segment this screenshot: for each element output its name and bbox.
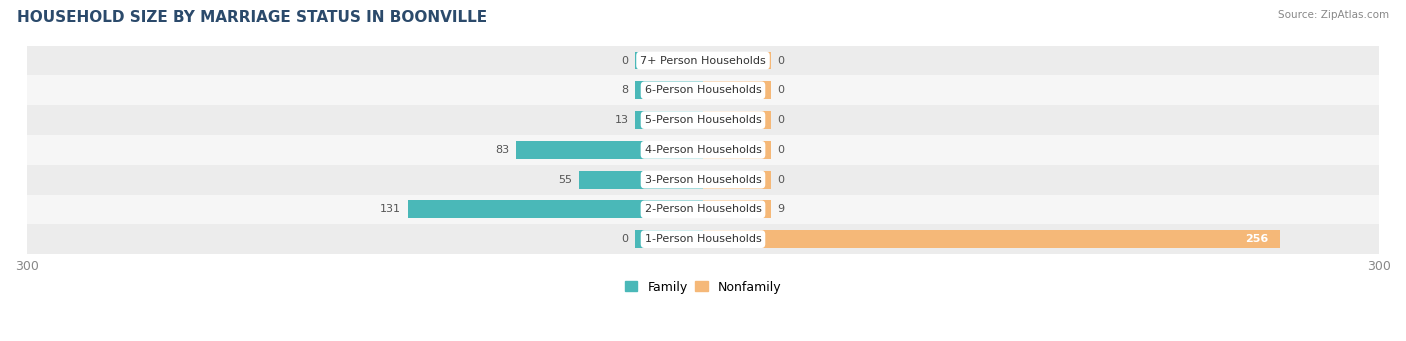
Bar	[27, 75, 1379, 105]
Bar	[516, 141, 703, 159]
Text: 256: 256	[1246, 234, 1268, 244]
Bar	[579, 171, 703, 189]
Bar	[27, 165, 1379, 194]
Bar	[27, 135, 1379, 165]
Text: 9: 9	[778, 204, 785, 214]
Text: 7+ Person Households: 7+ Person Households	[640, 56, 766, 65]
Bar	[703, 81, 770, 99]
Bar	[408, 201, 703, 218]
Text: 83: 83	[495, 145, 509, 155]
Bar	[703, 201, 770, 218]
Bar	[636, 51, 703, 70]
Text: 0: 0	[778, 145, 785, 155]
Bar	[703, 230, 1279, 248]
Bar	[27, 194, 1379, 224]
Text: 3-Person Households: 3-Person Households	[644, 175, 762, 184]
Bar	[27, 46, 1379, 75]
Bar	[27, 224, 1379, 254]
Legend: Family, Nonfamily: Family, Nonfamily	[624, 281, 782, 294]
Bar	[703, 171, 770, 189]
Bar	[636, 81, 703, 99]
Text: 0: 0	[778, 56, 785, 65]
Text: Source: ZipAtlas.com: Source: ZipAtlas.com	[1278, 10, 1389, 20]
Text: 0: 0	[778, 85, 785, 95]
Text: 13: 13	[614, 115, 628, 125]
Bar	[703, 51, 770, 70]
Bar	[703, 111, 770, 129]
Text: 0: 0	[778, 175, 785, 184]
Text: 6-Person Households: 6-Person Households	[644, 85, 762, 95]
Bar	[27, 105, 1379, 135]
Text: 4-Person Households: 4-Person Households	[644, 145, 762, 155]
Text: HOUSEHOLD SIZE BY MARRIAGE STATUS IN BOONVILLE: HOUSEHOLD SIZE BY MARRIAGE STATUS IN BOO…	[17, 10, 486, 25]
Bar	[636, 111, 703, 129]
Text: 5-Person Households: 5-Person Households	[644, 115, 762, 125]
Text: 0: 0	[778, 115, 785, 125]
Text: 55: 55	[558, 175, 572, 184]
Text: 131: 131	[380, 204, 401, 214]
Text: 0: 0	[621, 234, 628, 244]
Bar	[636, 230, 703, 248]
Text: 2-Person Households: 2-Person Households	[644, 204, 762, 214]
Text: 0: 0	[621, 56, 628, 65]
Bar	[703, 141, 770, 159]
Text: 8: 8	[621, 85, 628, 95]
Text: 1-Person Households: 1-Person Households	[644, 234, 762, 244]
